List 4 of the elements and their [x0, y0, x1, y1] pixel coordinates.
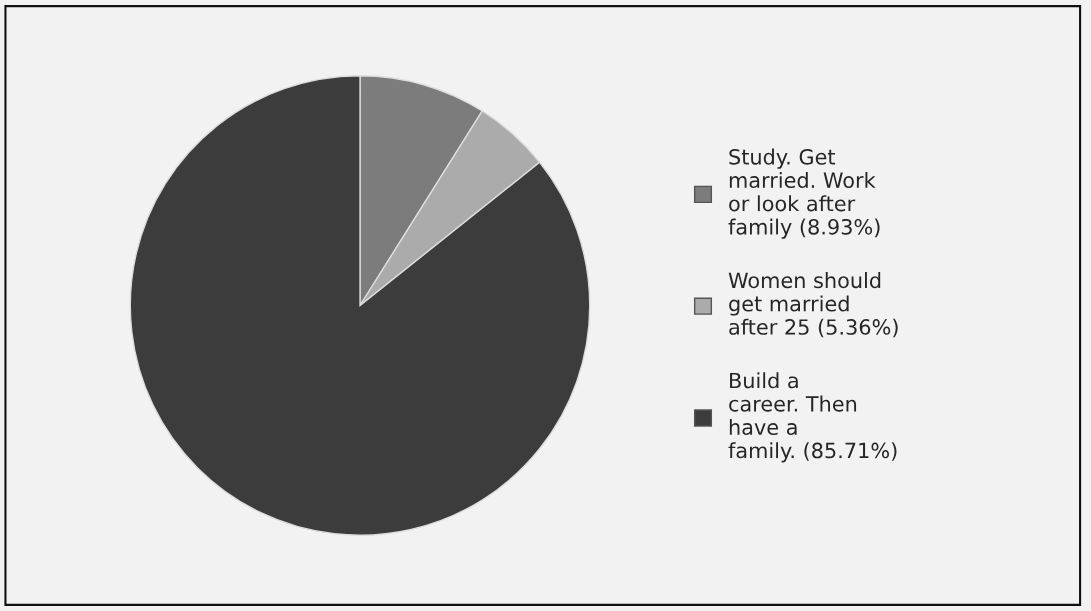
- pie-slice: [129, 75, 591, 536]
- legend-label: Build a career. Then have a family. (85.71%): [728, 372, 897, 463]
- legend-label: Study. Get married. Work or look after family (8.93%): [728, 148, 880, 239]
- legend-label: Women should get married after 25 (5.36%): [728, 272, 898, 338]
